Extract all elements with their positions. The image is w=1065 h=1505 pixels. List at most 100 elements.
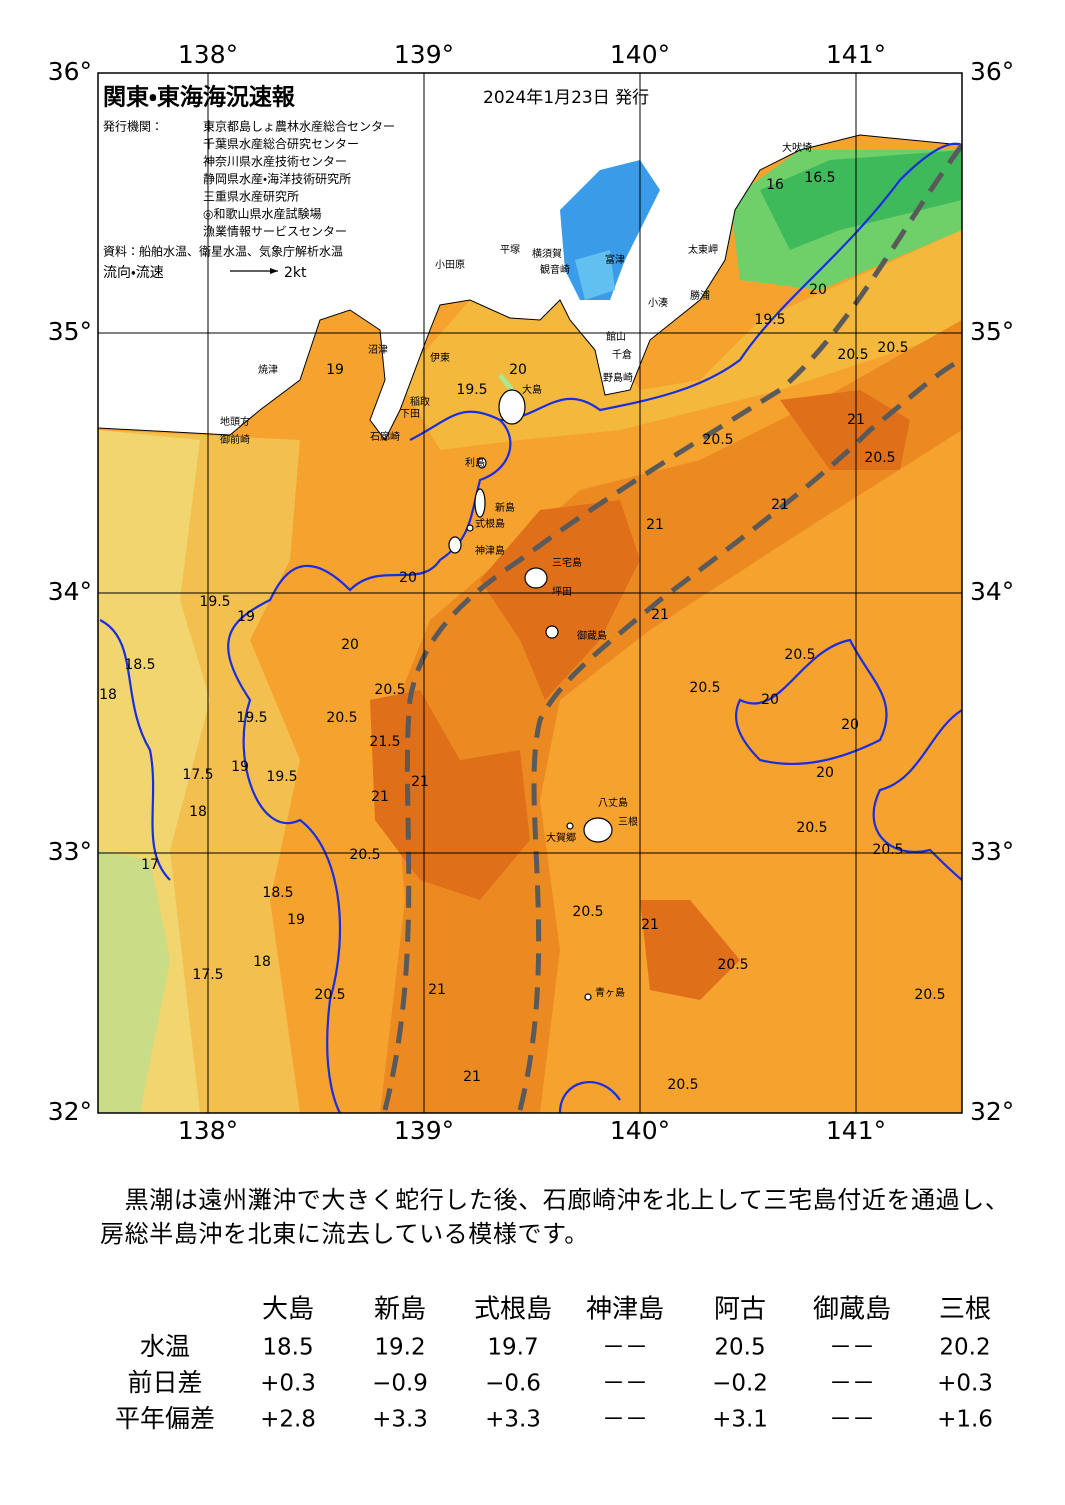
contour-label: 20 — [809, 282, 827, 298]
isotherm-20 — [499, 142, 962, 422]
source: 資料：船舶水温、衛星水温、気象庁解析水温 — [103, 244, 343, 259]
cell: +3.3 — [372, 1407, 428, 1433]
contour-label: 20.5 — [702, 432, 733, 448]
issuer: 神奈川県水産技術センター — [203, 154, 347, 169]
contour-label: 20 — [399, 570, 417, 586]
place-name: 新島 — [495, 501, 515, 514]
contour-label: 20.5 — [349, 847, 380, 863]
cell: 18.5 — [262, 1335, 313, 1361]
contour-label: 20.5 — [796, 820, 827, 836]
lon-label: 139° — [394, 40, 454, 69]
contour-label: 18 — [189, 804, 207, 820]
contour-label: 18.5 — [262, 885, 293, 901]
contour-label: 20.5 — [667, 1077, 698, 1093]
place-name: 大島 — [522, 383, 542, 396]
island — [524, 567, 548, 589]
contour-label: 20.5 — [717, 957, 748, 973]
place-name: 御前崎 — [220, 433, 250, 446]
row-label: 前日差 — [127, 1368, 202, 1397]
cell: －－ — [602, 1371, 648, 1397]
contour-label: 21 — [646, 517, 664, 533]
island — [583, 817, 613, 843]
place-name: 式根島 — [475, 517, 505, 530]
contour-label: 21.5 — [369, 734, 400, 750]
place-name: 焼津 — [258, 364, 278, 376]
issuer: 東京都島しょ農林水産総合センター — [203, 119, 395, 134]
contour-label: 20.5 — [837, 347, 868, 363]
place-name: 大吠埼 — [782, 141, 812, 154]
warm-core — [780, 390, 910, 470]
contour-label: 18 — [253, 954, 271, 970]
lon-label: 141° — [826, 40, 886, 69]
place-name: 太東岬 — [688, 243, 718, 256]
island — [477, 457, 487, 469]
island — [584, 993, 592, 1001]
place-name: 勝浦 — [690, 289, 710, 302]
islands — [448, 389, 613, 1001]
lat-label: 35° — [48, 317, 92, 346]
contour-label: 20 — [509, 362, 527, 378]
cell: +1.6 — [937, 1407, 993, 1433]
contour-label: 21 — [641, 917, 659, 933]
place-name: 地頭方 — [220, 415, 250, 428]
graticule — [98, 73, 962, 1113]
lon-label: 138° — [178, 1116, 238, 1145]
axis-labels: 138° 138° 139° 139° 140° 140° 141° 141° 36° 36° 35… — [48, 40, 1015, 1145]
place-name: 御蔵島 — [577, 629, 607, 642]
contour-label: 16 — [766, 177, 784, 193]
contour-label: 20 — [341, 637, 359, 653]
column-header: 大島 — [262, 1295, 314, 1325]
island — [566, 822, 574, 830]
cell: －－ — [829, 1335, 875, 1361]
lat-label: 32° — [48, 1097, 92, 1126]
column-header: 御蔵島 — [813, 1295, 891, 1325]
contour-label: 18.5 — [124, 657, 155, 673]
place-name: 大賀郷 — [546, 831, 576, 844]
column-header: 阿古 — [714, 1295, 766, 1325]
contour-label: 17.5 — [182, 767, 213, 783]
contour-label: 20.5 — [326, 710, 357, 726]
cell: +3.3 — [485, 1407, 541, 1433]
row-label: 平年偏差 — [115, 1404, 215, 1433]
lon-label: 141° — [826, 1116, 886, 1145]
contour-label: 17.5 — [192, 967, 223, 983]
contour-label: 18 — [99, 687, 117, 703]
contour-labels: 19.5 20 20.5 20.5 21 20.5 21 21 21 20.5 20.5 20 20 20… — [99, 170, 946, 1093]
contour-label: 20 — [841, 717, 859, 733]
cell: −0.9 — [372, 1371, 428, 1397]
place-name: 三根 — [618, 815, 638, 828]
contour-label: 20.5 — [314, 987, 345, 1003]
place-name: 小田原 — [435, 259, 465, 271]
cell: 19.2 — [374, 1335, 425, 1361]
contour-label: 19.5 — [236, 710, 267, 726]
contour-label: 19 — [326, 362, 344, 378]
place-name: 平塚 — [500, 244, 520, 256]
issue-date: 2024年1月23日 発行 — [483, 88, 649, 108]
contour-label: 19 — [237, 609, 255, 625]
flow-arrow-head — [270, 268, 278, 274]
lon-label: 140° — [610, 1116, 670, 1145]
place-name: 千倉 — [612, 349, 632, 361]
issuer: 千葉県水産総合研究センター — [203, 136, 359, 151]
coastal-water — [400, 230, 962, 450]
cold-water — [98, 850, 170, 1113]
cell: +3.1 — [712, 1407, 768, 1433]
lon-label: 138° — [178, 40, 238, 69]
contour-label: 21 — [411, 774, 429, 790]
cell: +2.8 — [260, 1407, 316, 1433]
place-name: 野島崎 — [603, 371, 633, 384]
lon-label: 140° — [610, 40, 670, 69]
cell: －－ — [829, 1371, 875, 1397]
place-name: 神津島 — [475, 544, 505, 557]
cell: −0.2 — [712, 1371, 768, 1397]
cell: －－ — [829, 1407, 875, 1433]
contour-label: 21 — [428, 982, 446, 998]
tokyo-bay — [575, 250, 615, 300]
place-name: 館山 — [606, 330, 626, 343]
issuer: 静岡県水産・海洋技術研究所 — [203, 171, 351, 186]
kuroshio-south-edge — [517, 357, 962, 1111]
